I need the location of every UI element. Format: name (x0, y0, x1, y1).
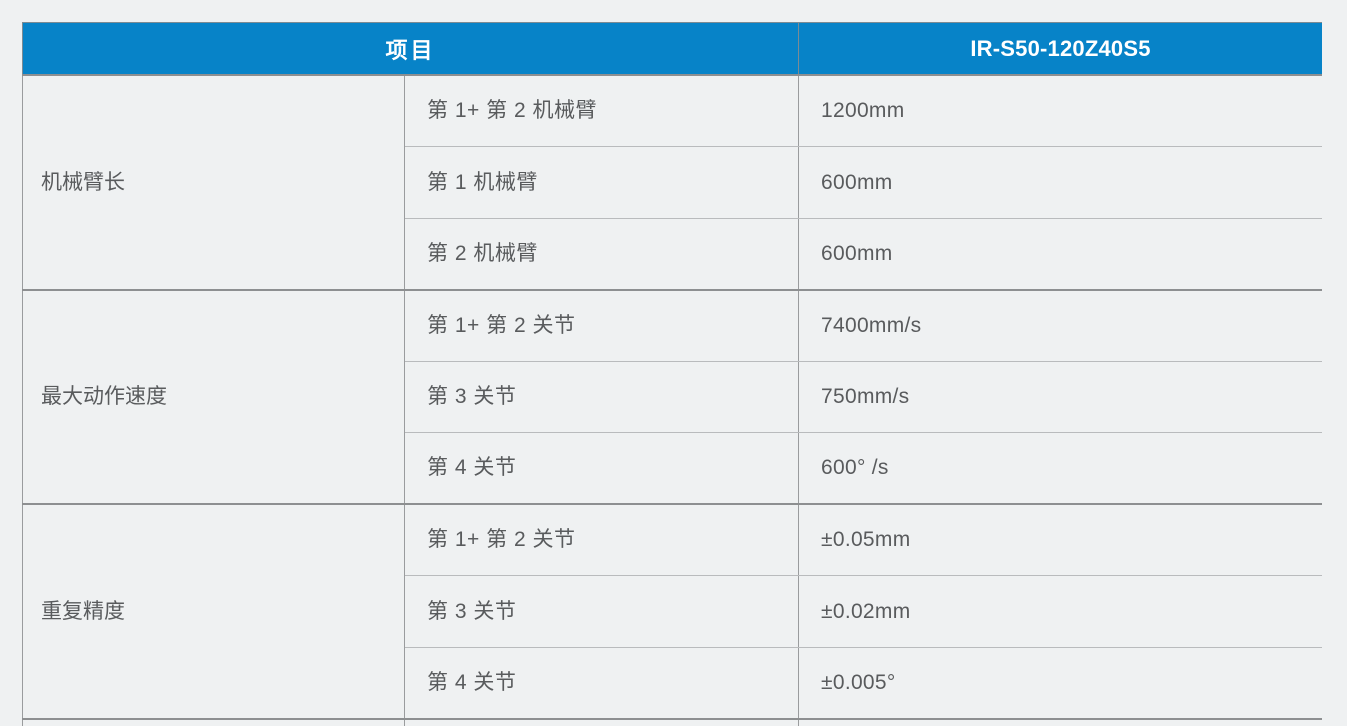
table-row: 机械臂长 第 1+ 第 2 机械臂 1200mm (22, 74, 1322, 291)
group-label-cell: 最大动作速度 (22, 288, 405, 505)
table-row: 第 3 关节 750mm/s (23, 360, 1322, 433)
sub-label-cell: 第 3 关节 (403, 360, 800, 433)
value-cell: ±0.02mm (798, 575, 1322, 648)
value-cell: 600mm (798, 217, 1322, 291)
sub-label-cell: 第 1+ 第 2 关节 (403, 503, 800, 576)
header-row: 项目 IR-S50-120Z40S5 (22, 22, 1322, 76)
spec-table-container: 项目 IR-S50-120Z40S5 机械臂长 第 1+ 第 2 机械臂 120… (22, 22, 1322, 726)
sub-label-cell (403, 717, 800, 726)
sub-label-cell: 第 3 关节 (403, 575, 800, 648)
table-row: 第 3 关节 ±0.02mm (23, 575, 1322, 648)
value-cell: 600mm (798, 146, 1322, 219)
table-body: 机械臂长 第 1+ 第 2 机械臂 1200mm 第 1 机械臂 600mm 第… (22, 74, 1322, 726)
sub-label-cell: 第 1 机械臂 (403, 146, 800, 219)
table-row: 第 1 机械臂 600mm (23, 146, 1322, 219)
table-row: 第 2 机械臂 600mm (23, 217, 1322, 291)
value-cell: 7400mm/s (798, 288, 1322, 362)
value-cell: 600° /s (798, 432, 1322, 505)
sub-label-cell: 第 4 关节 (403, 432, 800, 505)
robot-specification-table: 项目 IR-S50-120Z40S5 机械臂长 第 1+ 第 2 机械臂 120… (22, 22, 1322, 726)
value-cell (798, 717, 1322, 726)
table-row: 第 4 关节 ±0.005° (23, 646, 1322, 720)
value-cell: ±0.05mm (798, 503, 1322, 576)
table-row: 最大动作速度 第 1+ 第 2 关节 7400mm/s (22, 288, 1322, 505)
sub-label-cell: 第 1+ 第 2 关节 (403, 288, 800, 362)
table-row: 第 4 关节 600° /s (23, 432, 1322, 505)
value-cell: ±0.005° (798, 646, 1322, 720)
value-cell: 1200mm (798, 74, 1322, 147)
group-label-cell (22, 717, 405, 726)
sub-label-cell: 第 2 机械臂 (403, 217, 800, 291)
value-cell: 750mm/s (798, 360, 1322, 433)
table-row-partial (22, 717, 1322, 726)
group-label-cell: 重复精度 (22, 503, 405, 720)
header-cell-item: 项目 (22, 22, 800, 76)
table-row: 重复精度 第 1+ 第 2 关节 ±0.05mm (22, 503, 1322, 720)
sub-label-cell: 第 4 关节 (403, 646, 800, 720)
table-header: 项目 IR-S50-120Z40S5 (22, 22, 1322, 76)
header-cell-model: IR-S50-120Z40S5 (798, 22, 1322, 76)
sub-label-cell: 第 1+ 第 2 机械臂 (403, 74, 800, 147)
group-label-cell: 机械臂长 (22, 74, 405, 291)
